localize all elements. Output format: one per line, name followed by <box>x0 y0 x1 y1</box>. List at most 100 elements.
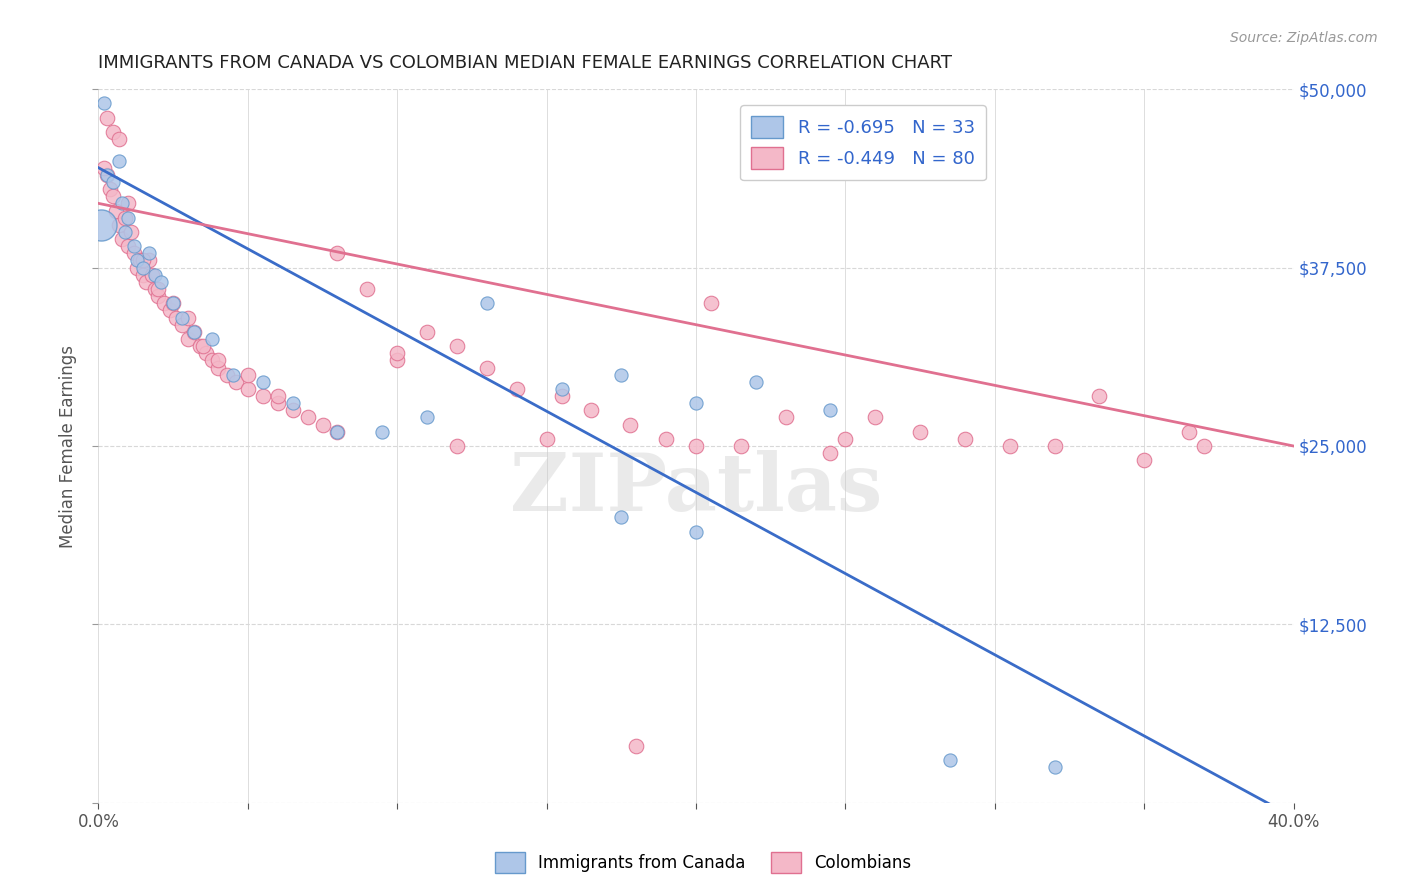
Point <box>215 368 238 382</box>
Point <box>1088 389 1111 403</box>
Point <box>953 432 976 446</box>
Point <box>108 153 131 168</box>
Point <box>446 439 468 453</box>
Point <box>135 275 157 289</box>
Point <box>385 346 409 360</box>
Point <box>685 439 707 453</box>
Point <box>820 446 842 460</box>
Point <box>939 753 962 767</box>
Point <box>1133 453 1156 467</box>
Point <box>252 375 274 389</box>
Point <box>105 203 128 218</box>
Point <box>416 410 439 425</box>
Point <box>730 439 752 453</box>
Point <box>281 396 304 410</box>
Point <box>446 339 468 353</box>
Point <box>108 218 131 232</box>
Point <box>148 282 170 296</box>
Point <box>96 111 118 125</box>
Point <box>416 325 439 339</box>
Point <box>236 382 259 396</box>
Point <box>96 168 118 182</box>
Text: IMMIGRANTS FROM CANADA VS COLOMBIAN MEDIAN FEMALE EARNINGS CORRELATION CHART: IMMIGRANTS FROM CANADA VS COLOMBIAN MEDI… <box>98 54 952 72</box>
Point <box>183 325 205 339</box>
Point <box>252 389 274 403</box>
Point <box>100 182 122 196</box>
Point <box>165 310 187 325</box>
Point <box>225 375 247 389</box>
Point <box>153 296 176 310</box>
Point <box>132 253 155 268</box>
Point <box>775 410 797 425</box>
Point <box>117 211 139 225</box>
Point <box>138 253 160 268</box>
Point <box>1043 439 1066 453</box>
Point <box>117 196 139 211</box>
Point <box>222 368 245 382</box>
Point <box>191 339 214 353</box>
Point <box>820 403 842 417</box>
Point <box>150 275 173 289</box>
Point <box>655 432 678 446</box>
Point <box>127 260 149 275</box>
Point <box>129 253 152 268</box>
Point <box>626 739 648 753</box>
Point <box>148 289 170 303</box>
Point <box>114 225 136 239</box>
Point <box>998 439 1021 453</box>
Point <box>297 410 319 425</box>
Point <box>183 325 205 339</box>
Point <box>90 218 112 232</box>
Point <box>281 403 304 417</box>
Point <box>96 168 118 182</box>
Point <box>267 396 290 410</box>
Point <box>865 410 887 425</box>
Point <box>385 353 409 368</box>
Point <box>162 296 184 310</box>
Legend: Immigrants from Canada, Colombians: Immigrants from Canada, Colombians <box>488 846 918 880</box>
Point <box>172 318 194 332</box>
Text: Source: ZipAtlas.com: Source: ZipAtlas.com <box>1230 31 1378 45</box>
Point <box>581 403 603 417</box>
Point <box>111 196 134 211</box>
Point <box>1043 760 1066 774</box>
Point <box>619 417 641 432</box>
Point <box>111 232 134 246</box>
Point <box>475 296 498 310</box>
Point <box>207 360 229 375</box>
Point <box>834 432 856 446</box>
Text: ZIPatlas: ZIPatlas <box>510 450 882 528</box>
Point <box>326 425 349 439</box>
Point <box>114 211 136 225</box>
Point <box>143 268 166 282</box>
Point <box>177 310 200 325</box>
Legend: R = -0.695   N = 33, R = -0.449   N = 80: R = -0.695 N = 33, R = -0.449 N = 80 <box>740 105 986 180</box>
Point <box>550 382 572 396</box>
Point <box>93 161 115 175</box>
Point <box>162 296 184 310</box>
Point <box>120 225 142 239</box>
Point <box>326 246 349 260</box>
Point <box>103 175 125 189</box>
Point <box>124 246 146 260</box>
Point <box>159 303 181 318</box>
Point <box>138 246 160 260</box>
Point <box>132 260 155 275</box>
Point <box>195 346 218 360</box>
Point <box>700 296 723 310</box>
Point <box>536 432 558 446</box>
Point <box>1178 425 1201 439</box>
Point <box>103 125 125 139</box>
Point <box>311 417 333 432</box>
Point <box>188 339 211 353</box>
Point <box>127 253 149 268</box>
Point <box>685 396 707 410</box>
Point <box>475 360 498 375</box>
Point <box>117 239 139 253</box>
Point <box>236 368 259 382</box>
Point <box>141 268 163 282</box>
Point <box>550 389 572 403</box>
Point <box>610 510 633 524</box>
Point <box>610 368 633 382</box>
Point <box>108 132 131 146</box>
